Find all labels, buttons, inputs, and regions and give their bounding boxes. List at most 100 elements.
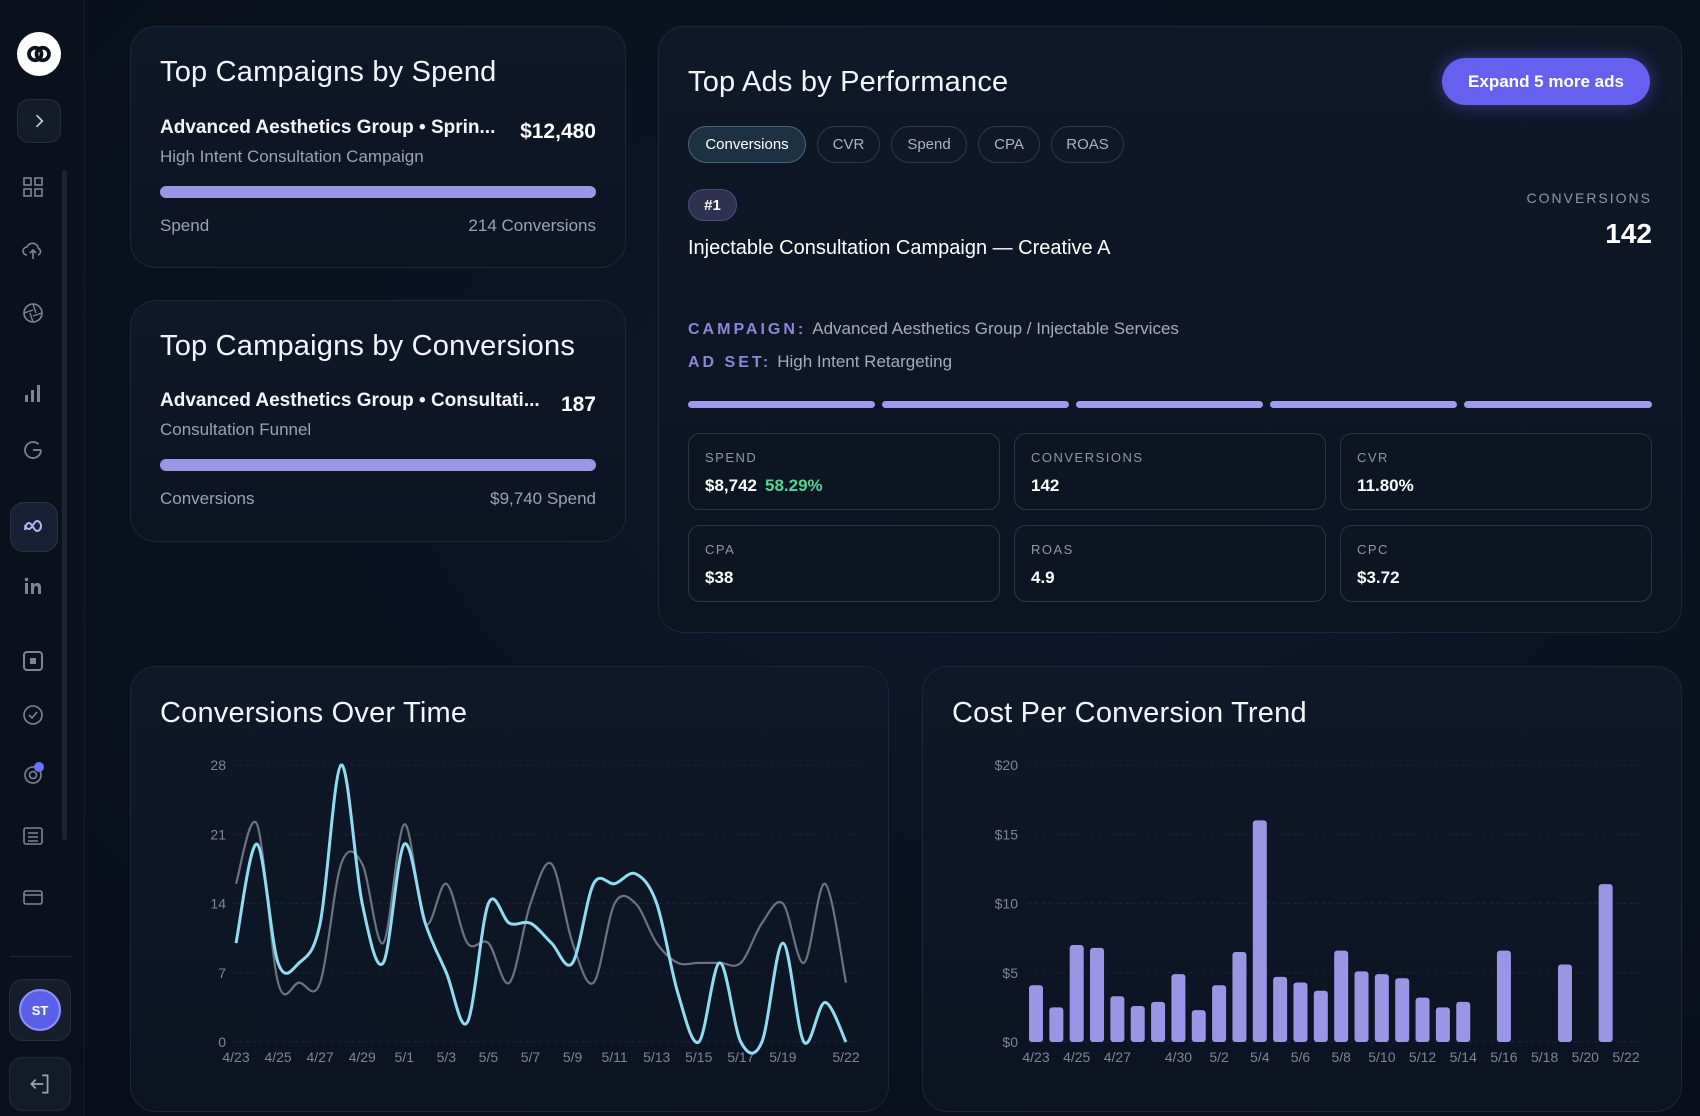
- x-tick-label: 5/12: [1409, 1049, 1436, 1065]
- spend-value: $8,742: [705, 476, 757, 495]
- ad-metric-label: CONVERSIONS: [1526, 190, 1652, 206]
- bar: [1557, 964, 1572, 1042]
- bar: [1435, 1007, 1450, 1042]
- list-icon[interactable]: [17, 820, 49, 852]
- bar: [1496, 950, 1511, 1042]
- campaign-subtitle: High Intent Consultation Campaign: [160, 147, 424, 166]
- x-tick-label: 5/6: [1291, 1049, 1311, 1065]
- stat-label: CPC: [1357, 542, 1389, 557]
- campaign-name[interactable]: Advanced Aesthetics Group • Sprin...: [160, 117, 496, 138]
- chip-spend[interactable]: Spend: [891, 126, 967, 163]
- stat-cpa: CPA $38: [688, 525, 1000, 602]
- campaign-spend-value: $12,480: [520, 120, 596, 143]
- x-tick-label: 5/2: [1209, 1049, 1229, 1065]
- adset-line: AD SET: High Intent Retargeting: [688, 352, 952, 372]
- bar-chart-icon[interactable]: [17, 377, 49, 409]
- bar: [1374, 974, 1389, 1042]
- meta-icon[interactable]: [10, 502, 58, 552]
- cost-per-conversion-bar-chart: $0 $5 $10 $15 $20 4/23 4/25 4/27 4/30 5/2 5/4 5/6 5/…: [995, 757, 1642, 1065]
- grid-icon[interactable]: [17, 171, 49, 203]
- bar: [1151, 1001, 1166, 1042]
- cpc-chart-title: Cost Per Conversion Trend: [952, 697, 1307, 729]
- top-campaigns-conversions-card: Top Campaigns by Conversions Advanced Ae…: [130, 300, 626, 542]
- google-icon[interactable]: [17, 434, 49, 466]
- bar: [1293, 982, 1308, 1042]
- x-tick-label: 5/9: [563, 1049, 583, 1065]
- conversions-chart-title: Conversions Over Time: [160, 697, 468, 729]
- chip-cpa[interactable]: CPA: [978, 126, 1040, 163]
- rank-segment-2: [882, 401, 1069, 408]
- y-tick-label: 7: [218, 965, 226, 981]
- x-tick-label: 5/22: [832, 1049, 859, 1065]
- stat-spend: SPEND $8,742 58.29%: [688, 433, 1000, 510]
- campaign-key: CAMPAIGN:: [688, 321, 807, 338]
- top-ads-title: Top Ads by Performance: [688, 66, 1009, 98]
- stat-value: 4.9: [1031, 568, 1055, 587]
- settings-icon[interactable]: [17, 759, 49, 791]
- chip-cvr[interactable]: CVR: [817, 126, 880, 163]
- notification-dot: [34, 762, 44, 772]
- ad-metric-value: 142: [1605, 218, 1652, 249]
- linkedin-icon[interactable]: [17, 570, 49, 602]
- top-campaigns-spend-card: Top Campaigns by Spend Advanced Aestheti…: [130, 26, 626, 268]
- square-icon[interactable]: [17, 645, 49, 677]
- campaign-name[interactable]: Advanced Aesthetics Group • Consultati..…: [160, 390, 540, 411]
- campaign-line: CAMPAIGN: Advanced Aesthetics Group / Inj…: [688, 319, 1179, 339]
- y-tick-label: 14: [210, 896, 226, 912]
- x-tick-label: 4/30: [1165, 1049, 1192, 1065]
- card-title: Top Campaigns by Spend: [160, 56, 497, 88]
- x-tick-label: 4/25: [264, 1049, 291, 1065]
- y-tick-label: 28: [210, 757, 226, 773]
- avatar[interactable]: ST: [19, 989, 61, 1031]
- bar: [1334, 950, 1349, 1042]
- stat-cvr: CVR 11.80%: [1340, 433, 1652, 510]
- spend-amount: $9,740 Spend: [490, 489, 596, 508]
- adset-value: High Intent Retargeting: [777, 352, 953, 371]
- campaign-conversions-value: 187: [560, 393, 596, 416]
- adset-key: AD SET:: [688, 354, 772, 371]
- logo-icon[interactable]: [17, 32, 61, 76]
- logout-icon[interactable]: [9, 1057, 71, 1111]
- bar: [1212, 985, 1227, 1042]
- bar: [1252, 820, 1267, 1042]
- x-tick-label: 5/8: [1331, 1049, 1351, 1065]
- stat-value: 11.80%: [1357, 476, 1414, 495]
- stat-roas: ROAS 4.9: [1014, 525, 1326, 602]
- chip-conversions[interactable]: Conversions: [688, 126, 806, 163]
- campaign-subtitle: Consultation Funnel: [160, 420, 312, 439]
- stat-cpc: CPC $3.72: [1340, 525, 1652, 602]
- clock-check-icon[interactable]: [17, 699, 49, 731]
- y-tick-label: $15: [995, 826, 1019, 842]
- bar: [1191, 1010, 1206, 1042]
- card-icon[interactable]: [17, 881, 49, 913]
- sidebar-scrollbar[interactable]: [62, 170, 67, 840]
- bar: [1273, 976, 1288, 1042]
- x-tick-label: 5/16: [1490, 1049, 1517, 1065]
- stat-conversions: CONVERSIONS 142: [1014, 433, 1326, 510]
- x-tick-label: 5/17: [727, 1049, 754, 1065]
- bar: [1313, 990, 1328, 1042]
- bar: [1598, 884, 1613, 1042]
- rank-segment-4: [1270, 401, 1457, 408]
- user-menu[interactable]: ST: [9, 979, 71, 1041]
- ad-name[interactable]: Injectable Consultation Campaign — Creat…: [688, 237, 1111, 259]
- card-title: Top Campaigns by Conversions: [160, 330, 576, 362]
- chip-roas[interactable]: ROAS: [1051, 126, 1124, 163]
- x-tick-label: 4/27: [307, 1049, 334, 1065]
- y-tick-label: 21: [210, 826, 226, 842]
- expand-ads-button[interactable]: Expand 5 more ads: [1442, 58, 1650, 105]
- bar: [1395, 978, 1410, 1042]
- x-tick-label: 5/18: [1531, 1049, 1558, 1065]
- bar: [1029, 985, 1043, 1042]
- stat-label: CVR: [1357, 450, 1389, 465]
- rank-segment-5: [1464, 401, 1652, 408]
- bar: [1171, 974, 1186, 1042]
- chevron-right-icon[interactable]: [17, 99, 61, 143]
- sidebar-divider: [10, 956, 72, 957]
- aperture-icon[interactable]: [17, 297, 49, 329]
- cloud-upload-icon[interactable]: [17, 234, 49, 266]
- x-tick-label: 4/23: [222, 1049, 249, 1065]
- bar: [1110, 996, 1125, 1042]
- x-tick-label: 5/14: [1450, 1049, 1477, 1065]
- x-tick-label: 5/20: [1572, 1049, 1599, 1065]
